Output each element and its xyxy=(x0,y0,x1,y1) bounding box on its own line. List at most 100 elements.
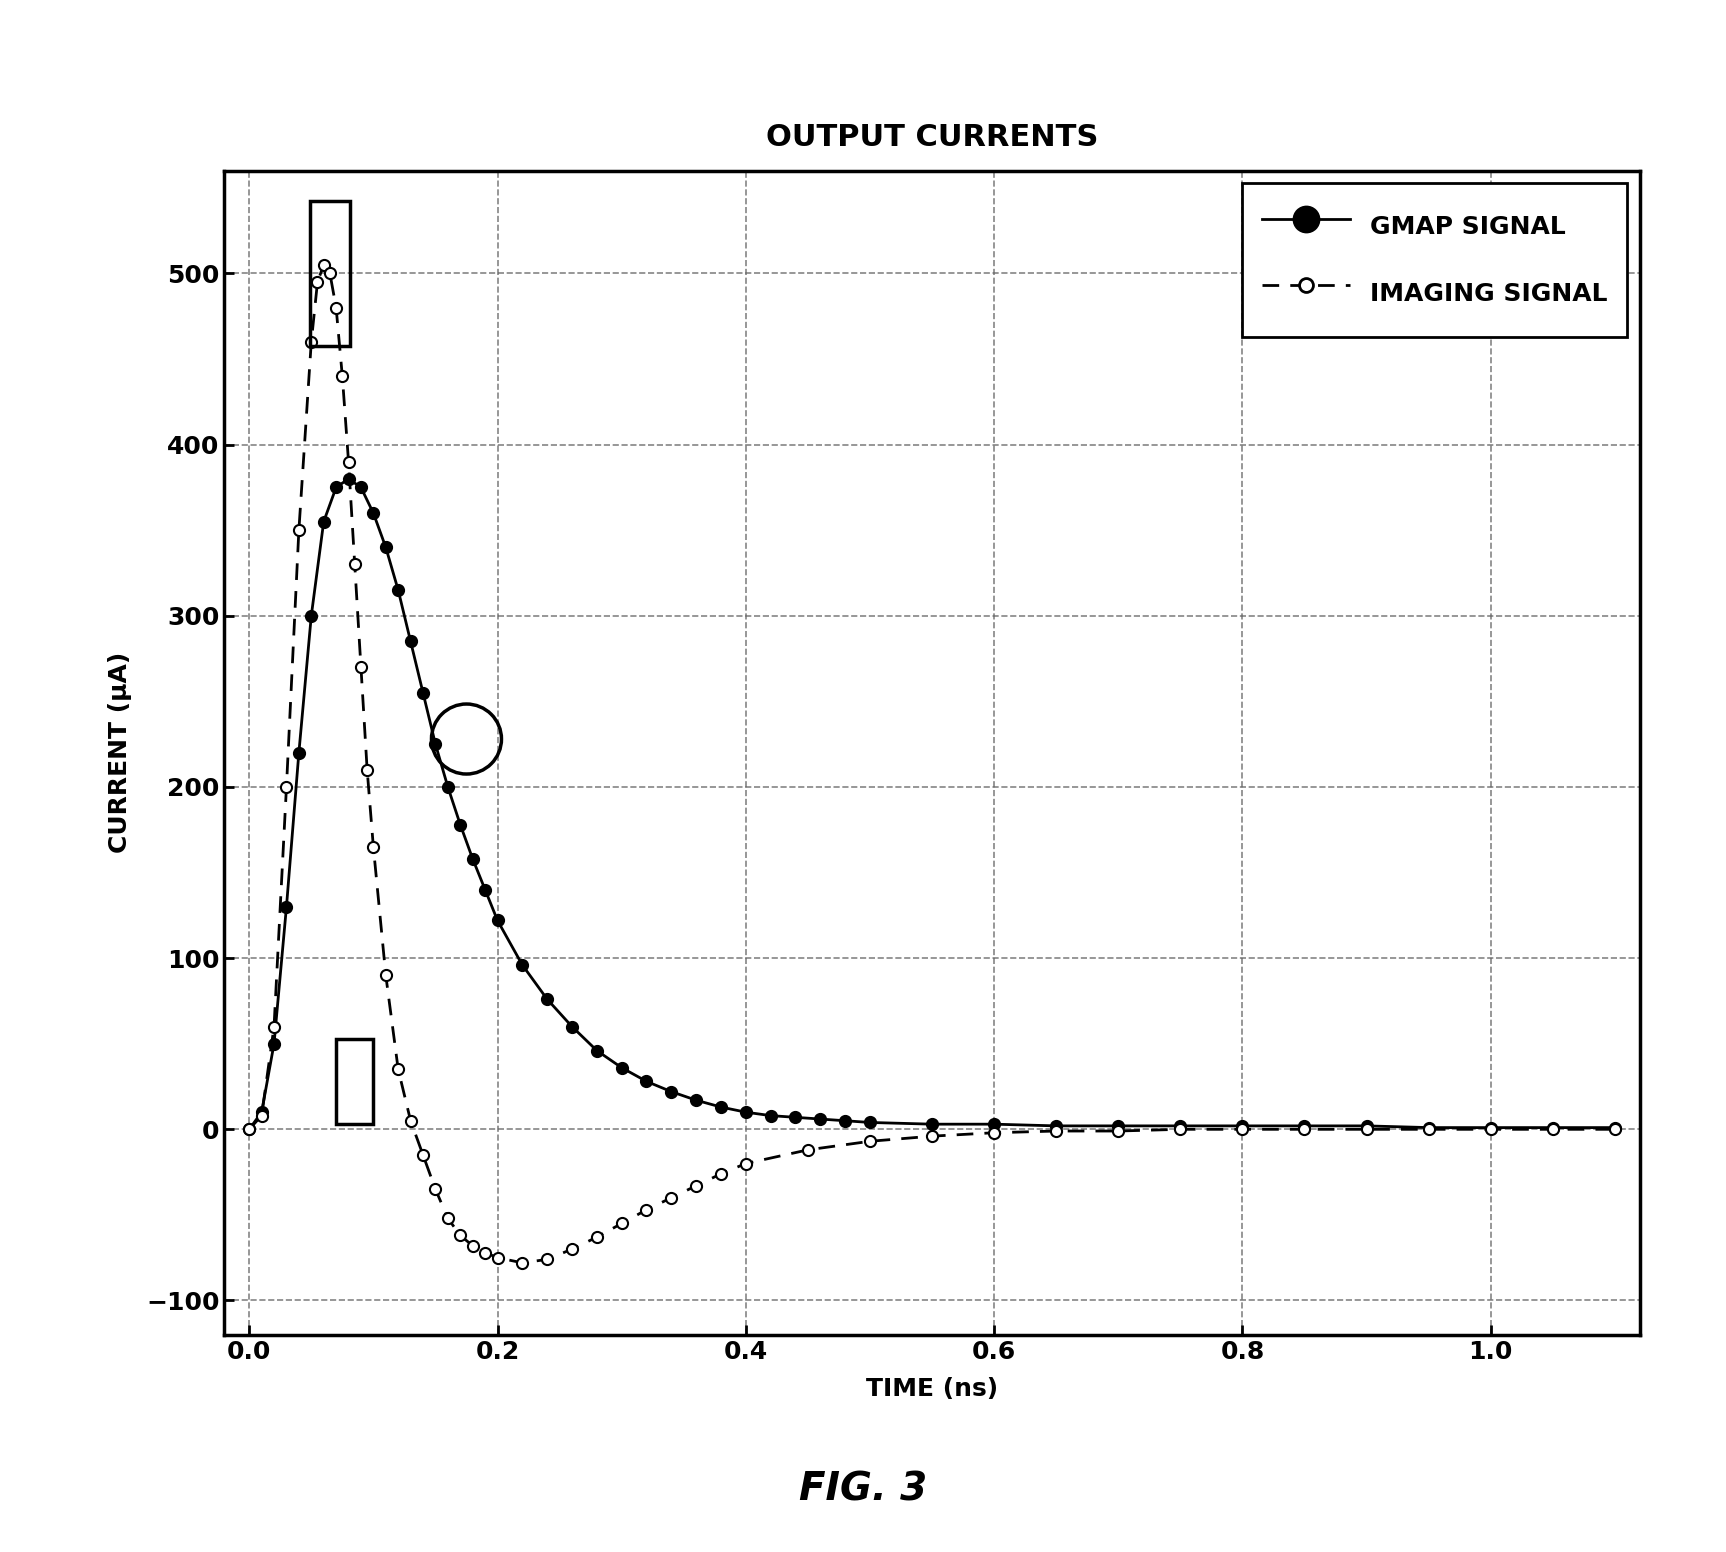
GMAP SIGNAL xyxy=(637,1072,658,1091)
GMAP SIGNAL xyxy=(463,849,483,868)
IMAGING SIGNAL xyxy=(362,838,383,857)
IMAGING SIGNAL xyxy=(357,760,378,779)
GMAP SIGNAL xyxy=(1543,1119,1564,1138)
IMAGING SIGNAL xyxy=(797,1141,818,1159)
GMAP SIGNAL xyxy=(400,632,421,650)
X-axis label: TIME (ns): TIME (ns) xyxy=(866,1378,998,1401)
GMAP SIGNAL xyxy=(1605,1119,1626,1138)
IMAGING SIGNAL xyxy=(252,1107,273,1125)
GMAP SIGNAL xyxy=(685,1091,706,1110)
IMAGING SIGNAL xyxy=(319,264,340,282)
IMAGING SIGNAL xyxy=(561,1240,582,1259)
GMAP SIGNAL xyxy=(1294,1116,1315,1135)
IMAGING SIGNAL xyxy=(314,256,335,275)
GMAP SIGNAL xyxy=(1481,1119,1502,1138)
IMAGING SIGNAL xyxy=(475,1243,495,1262)
GMAP SIGNAL xyxy=(475,880,495,899)
IMAGING SIGNAL xyxy=(1046,1122,1067,1141)
GMAP SIGNAL xyxy=(238,1121,259,1139)
IMAGING SIGNAL xyxy=(288,521,309,540)
GMAP SIGNAL xyxy=(487,911,507,930)
IMAGING SIGNAL xyxy=(661,1189,682,1207)
GMAP SIGNAL xyxy=(450,815,471,833)
IMAGING SIGNAL xyxy=(338,453,359,472)
IMAGING SIGNAL xyxy=(735,1155,756,1173)
IMAGING SIGNAL xyxy=(413,1145,433,1164)
IMAGING SIGNAL xyxy=(463,1237,483,1256)
IMAGING SIGNAL xyxy=(537,1249,557,1268)
IMAGING SIGNAL xyxy=(437,1209,457,1228)
GMAP SIGNAL xyxy=(1357,1116,1377,1135)
GMAP SIGNAL xyxy=(984,1114,1005,1133)
Legend: GMAP SIGNAL, IMAGING SIGNAL: GMAP SIGNAL, IMAGING SIGNAL xyxy=(1243,183,1628,337)
GMAP SIGNAL xyxy=(300,607,321,625)
GMAP SIGNAL xyxy=(288,743,309,762)
IMAGING SIGNAL xyxy=(276,778,297,796)
IMAGING SIGNAL xyxy=(587,1228,608,1246)
GMAP SIGNAL xyxy=(1046,1116,1067,1135)
IMAGING SIGNAL xyxy=(300,332,321,351)
GMAP SIGNAL xyxy=(276,897,297,916)
GMAP SIGNAL xyxy=(350,478,371,497)
GMAP SIGNAL xyxy=(537,990,557,1009)
GMAP SIGNAL xyxy=(1232,1116,1253,1135)
GMAP SIGNAL xyxy=(326,478,347,497)
IMAGING SIGNAL xyxy=(513,1254,533,1273)
IMAGING SIGNAL xyxy=(1481,1121,1502,1139)
IMAGING SIGNAL xyxy=(388,1060,409,1079)
GMAP SIGNAL xyxy=(711,1097,732,1116)
GMAP SIGNAL xyxy=(922,1114,942,1133)
GMAP SIGNAL xyxy=(437,778,457,796)
IMAGING SIGNAL xyxy=(685,1176,706,1195)
GMAP SIGNAL xyxy=(376,539,397,557)
GMAP SIGNAL xyxy=(252,1103,273,1122)
GMAP SIGNAL xyxy=(1108,1116,1129,1135)
Title: OUTPUT CURRENTS: OUTPUT CURRENTS xyxy=(766,123,1098,152)
GMAP SIGNAL xyxy=(413,683,433,702)
GMAP SIGNAL xyxy=(388,580,409,599)
IMAGING SIGNAL xyxy=(264,1017,285,1035)
IMAGING SIGNAL xyxy=(1294,1121,1315,1139)
Text: FIG. 3: FIG. 3 xyxy=(799,1471,927,1509)
Y-axis label: CURRENT (μA): CURRENT (μA) xyxy=(109,652,133,854)
GMAP SIGNAL xyxy=(735,1103,756,1122)
GMAP SIGNAL xyxy=(513,956,533,975)
GMAP SIGNAL xyxy=(264,1034,285,1052)
IMAGING SIGNAL xyxy=(637,1200,658,1218)
GMAP SIGNAL xyxy=(661,1082,682,1100)
GMAP SIGNAL xyxy=(835,1111,856,1130)
IMAGING SIGNAL xyxy=(350,658,371,677)
IMAGING SIGNAL xyxy=(425,1180,445,1198)
IMAGING SIGNAL xyxy=(1108,1122,1129,1141)
IMAGING SIGNAL xyxy=(326,298,347,317)
IMAGING SIGNAL xyxy=(238,1121,259,1139)
IMAGING SIGNAL xyxy=(1605,1121,1626,1139)
IMAGING SIGNAL xyxy=(922,1127,942,1145)
GMAP SIGNAL xyxy=(314,512,335,531)
GMAP SIGNAL xyxy=(785,1108,806,1127)
GMAP SIGNAL xyxy=(561,1017,582,1035)
IMAGING SIGNAL xyxy=(1543,1121,1564,1139)
IMAGING SIGNAL xyxy=(376,965,397,984)
IMAGING SIGNAL xyxy=(345,556,366,574)
IMAGING SIGNAL xyxy=(1419,1121,1439,1139)
IMAGING SIGNAL xyxy=(711,1164,732,1183)
GMAP SIGNAL xyxy=(338,470,359,489)
IMAGING SIGNAL xyxy=(1357,1121,1377,1139)
Line: IMAGING SIGNAL: IMAGING SIGNAL xyxy=(243,259,1621,1268)
IMAGING SIGNAL xyxy=(307,273,328,292)
GMAP SIGNAL xyxy=(1419,1119,1439,1138)
IMAGING SIGNAL xyxy=(487,1248,507,1266)
GMAP SIGNAL xyxy=(362,504,383,523)
GMAP SIGNAL xyxy=(611,1058,632,1077)
IMAGING SIGNAL xyxy=(400,1111,421,1130)
GMAP SIGNAL xyxy=(809,1110,830,1128)
GMAP SIGNAL xyxy=(587,1041,608,1060)
IMAGING SIGNAL xyxy=(984,1124,1005,1142)
IMAGING SIGNAL xyxy=(1232,1121,1253,1139)
GMAP SIGNAL xyxy=(425,734,445,753)
IMAGING SIGNAL xyxy=(331,366,352,385)
Line: GMAP SIGNAL: GMAP SIGNAL xyxy=(243,473,1621,1135)
IMAGING SIGNAL xyxy=(611,1214,632,1232)
IMAGING SIGNAL xyxy=(450,1226,471,1245)
